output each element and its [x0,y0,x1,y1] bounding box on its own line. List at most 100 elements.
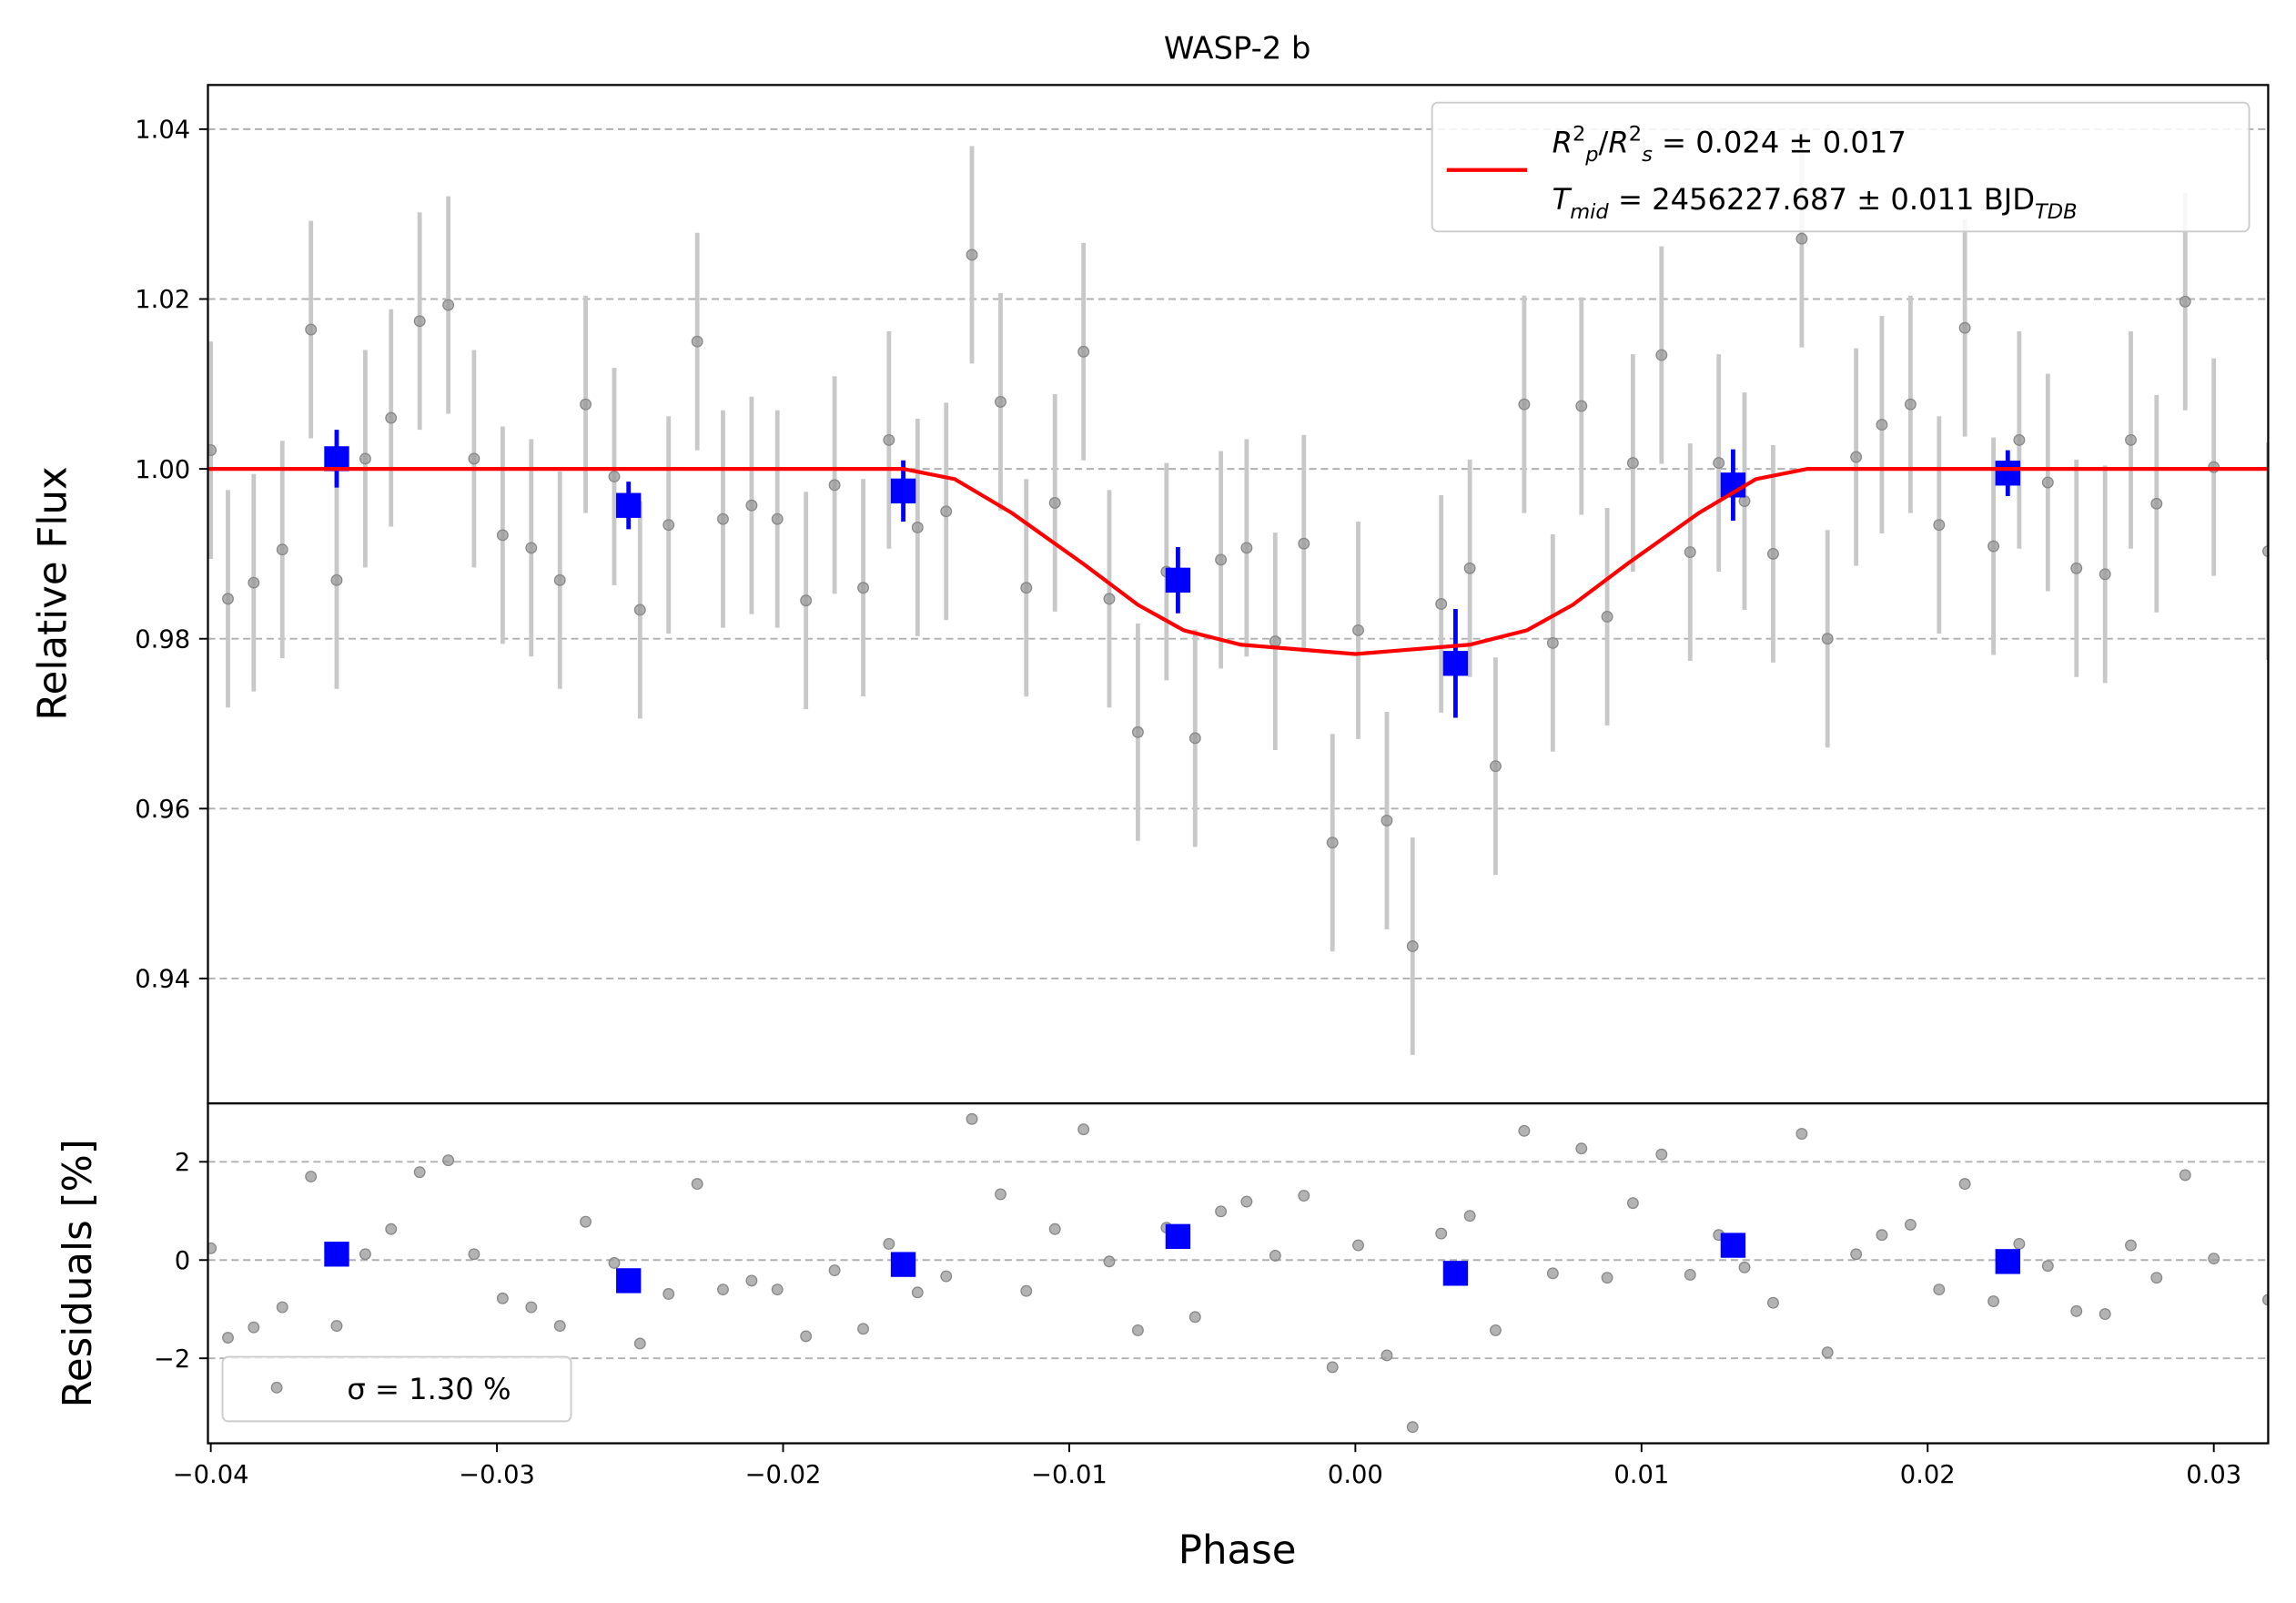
data-point [2179,1169,2191,1182]
data-point [2208,1253,2220,1265]
data-point [1381,814,1393,827]
data-point [385,411,398,424]
data-point [1326,1361,1339,1374]
data-point [496,529,509,542]
data-point [1684,1269,1696,1281]
binned-point [1442,1261,1469,1286]
legend-text-part: R [1608,125,1628,159]
legend-text-part: 2 [1629,123,1642,147]
x-tick-label: −0.02 [745,1461,822,1489]
data-point [1958,321,1971,334]
binned-point [890,1252,916,1277]
data-point [1435,598,1448,610]
data-point [1988,540,2000,553]
data-point [1518,1124,1531,1137]
data-point [2261,545,2269,558]
data-point [1269,1249,1281,1262]
data-point [1326,837,1339,849]
data-point [1684,546,1696,558]
data-point [496,1292,509,1304]
data-point [1850,1248,1863,1261]
y-tick-label: 1.04 [135,117,190,145]
legend-text-part: R [1553,125,1573,159]
data-point [608,1257,621,1269]
data-point [691,335,703,348]
data-point [525,542,538,554]
data-point [1655,349,1668,361]
plot-area [207,127,2269,1055]
data-point [800,1330,813,1343]
data-point [1738,1261,1751,1273]
data-point [468,452,480,465]
data-point [1077,345,1090,358]
data-point [966,249,978,261]
data-point [745,1274,758,1287]
legend-box [1431,101,2250,233]
data-point [525,1301,538,1314]
y-tick-label: −2 [154,1345,190,1374]
y-tick-label: 1.00 [135,456,190,484]
data-point [2070,1304,2083,1317]
data-point [1463,1210,1476,1223]
data-point [911,1286,924,1299]
data-point [633,604,646,616]
binned-point [324,1242,349,1267]
y-tick-label: 0.98 [135,625,190,654]
legend-text-part: TDB [2035,200,2078,224]
data-point [276,1301,288,1314]
data-point [1103,593,1116,605]
data-point [1876,1229,1888,1242]
data-point [1575,1142,1588,1155]
data-point [385,1223,398,1235]
data-point [1518,398,1531,411]
data-point [442,1154,455,1167]
binned-point [1720,1233,1746,1258]
data-point [857,1323,869,1335]
data-point [1103,1255,1116,1268]
binned-point [890,478,916,504]
data-point [1795,1128,1808,1140]
data-point [1131,1324,1144,1336]
data-point [1406,1421,1419,1434]
y-tick-label: 1.02 [135,286,190,314]
data-point [1767,547,1779,560]
data-point [1435,1227,1448,1240]
data-point [305,1171,318,1182]
data-point [1713,457,1725,470]
data-point [663,519,675,532]
data-point [305,323,318,336]
data-point [222,1332,234,1344]
data-point [1215,553,1228,566]
data-point [717,1283,729,1296]
data-point [442,299,455,311]
data-point [1020,582,1033,594]
data-point [1240,1195,1253,1208]
binned-point [616,1268,642,1294]
y-axis-label: Relative Flux [30,466,76,720]
data-point [1077,1123,1090,1136]
data-point [580,398,592,411]
y-axis-label: Residuals [%] [56,1139,101,1407]
data-point [2099,568,2111,581]
x-tick-label: −0.04 [173,1461,249,1489]
data-point [1904,398,1917,411]
data-point [1298,1190,1310,1202]
legend-text-part: T [1553,182,1573,217]
y-tick-label: 0.96 [135,796,190,824]
data-point [2013,433,2026,446]
data-point [1240,542,1253,554]
data-point [468,1248,480,1261]
data-point [717,512,729,525]
data-point [1933,1283,1946,1296]
data-point [1601,1272,1613,1284]
data-point [1904,1218,1917,1231]
data-point [1188,732,1201,745]
data-point [800,594,813,607]
data-point [330,573,343,586]
data-point [1381,1349,1393,1362]
data-point [222,593,234,605]
data-point [1933,519,1946,532]
data-point [911,522,924,533]
